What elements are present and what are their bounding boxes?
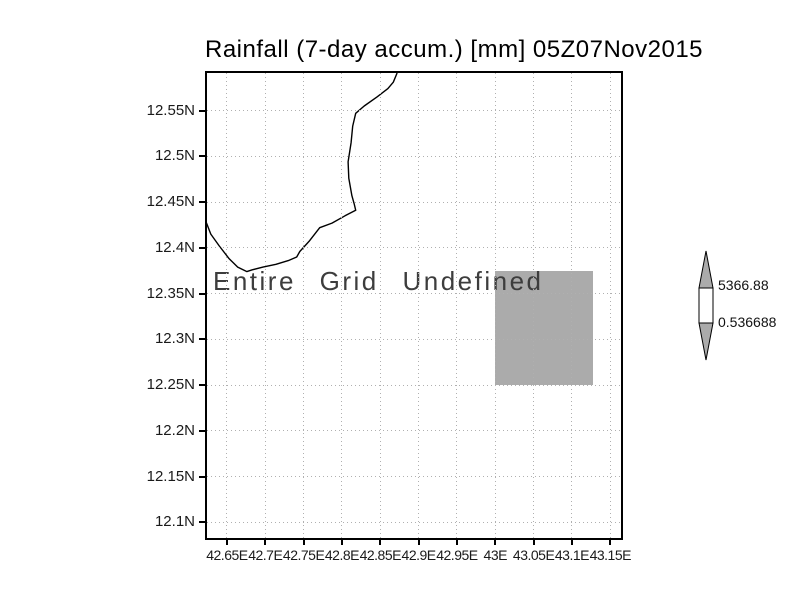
plot-title: Rainfall (7-day accum.) [mm] 05Z07Nov201…: [205, 36, 704, 63]
y-tick-label: 12.25N: [146, 376, 195, 394]
x-tick-label: 42.95E: [436, 547, 478, 563]
colorbar-lower-arrow: [698, 322, 714, 361]
x-tick-label: 43E: [483, 547, 508, 563]
x-tick-label: 42.8E: [324, 547, 360, 563]
colorbar-upper-arrow: [698, 250, 714, 289]
x-tick-mark: [264, 538, 267, 545]
x-tick-label: 43.15E: [589, 547, 632, 563]
x-tick-mark: [340, 538, 343, 545]
y-tick-label: 12.2N: [154, 421, 195, 439]
map-frame: [205, 71, 623, 540]
x-tick-label: 42.85E: [359, 547, 402, 563]
y-tick-label: 12.1N: [154, 513, 195, 531]
y-tick-label: 12.4N: [154, 238, 195, 256]
x-tick-mark: [609, 538, 612, 545]
y-tick-mark: [199, 292, 206, 295]
x-tick-mark: [302, 538, 305, 545]
status-message: Entire Grid Undefined: [213, 266, 544, 296]
x-tick-mark: [532, 538, 535, 545]
y-tick-mark: [199, 246, 206, 249]
x-tick-mark: [417, 538, 420, 545]
x-tick-label: 42.75E: [282, 547, 325, 563]
y-tick-label: 12.35N: [146, 284, 195, 302]
x-tick-label: 42.7E: [248, 547, 283, 563]
undefined-region: [495, 270, 594, 386]
colorbar-max-label: 5366.88: [718, 277, 769, 293]
y-tick-mark: [199, 384, 206, 387]
x-tick-label: 42.9E: [401, 547, 437, 563]
y-tick-mark: [199, 109, 206, 112]
x-tick-label: 43.1E: [554, 547, 590, 563]
x-tick-label: 43.05E: [512, 547, 555, 563]
y-tick-mark: [199, 201, 206, 204]
y-tick-mark: [199, 429, 206, 432]
y-tick-label: 12.3N: [154, 330, 195, 348]
y-tick-mark: [199, 475, 206, 478]
x-tick-mark: [455, 538, 458, 545]
x-tick-mark: [494, 538, 497, 545]
y-tick-mark: [199, 338, 206, 341]
x-tick-mark: [379, 538, 382, 545]
y-tick-label: 12.45N: [146, 193, 195, 211]
colorbar-min-label: 0.536688: [718, 314, 777, 330]
y-tick-label: 12.5N: [154, 147, 195, 165]
y-tick-mark: [199, 155, 206, 158]
x-tick-mark: [225, 538, 228, 545]
colorbar-value-box: [698, 287, 714, 324]
y-tick-label: 12.15N: [146, 467, 195, 485]
y-tick-mark: [199, 521, 206, 524]
x-tick-mark: [570, 538, 573, 545]
y-tick-label: 12.55N: [146, 101, 195, 119]
x-tick-label: 42.65E: [206, 547, 248, 563]
